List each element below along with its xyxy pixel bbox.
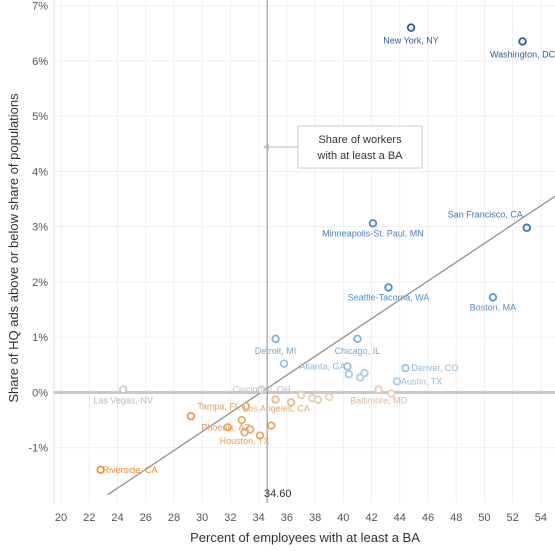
x-tick-label: 22 [83, 512, 95, 524]
point-label: Detroit, MI [255, 346, 297, 356]
data-point [223, 423, 232, 432]
data-point [353, 334, 362, 344]
data-point [241, 402, 251, 411]
data-point [518, 37, 527, 46]
point-label: San Francisco, CA [448, 210, 523, 220]
point-label: New York, NY [383, 36, 439, 46]
x-tick-label: 54 [535, 512, 547, 524]
data-point [387, 389, 396, 398]
point-label: Atlanta, GA [300, 361, 346, 371]
point-label: Riverside, CA [103, 465, 158, 475]
point-label: Minneapolis-St. Paul, MN [322, 228, 424, 238]
data-point [279, 359, 289, 368]
y-tick-label: 1% [32, 332, 48, 344]
data-point [271, 334, 280, 344]
data-point [384, 283, 393, 292]
data-point [186, 412, 196, 421]
point-label: Tampa, FL [197, 401, 240, 411]
x-tick-label: 40 [337, 512, 349, 524]
point-label: Baltimore, MD [350, 396, 408, 406]
y-tick-label: 5% [32, 111, 48, 123]
point-label: Los Angeles, CA [243, 404, 310, 414]
data-point [96, 465, 105, 475]
point-label: Chicago, IL [335, 346, 381, 356]
y-tick-label: 3% [32, 222, 48, 234]
point-label: Las Vegas, NV [93, 396, 153, 406]
data-point [267, 421, 276, 430]
x-tick-label: 34 [253, 512, 265, 524]
data-point [374, 385, 383, 394]
data-point [240, 428, 249, 437]
data-point [360, 368, 369, 378]
data-point [257, 385, 266, 394]
x-tick-label: 24 [111, 512, 123, 524]
x-tick-label: 20 [55, 512, 67, 524]
data-point [392, 377, 402, 386]
y-tick-label: 2% [32, 277, 48, 289]
point-label: Phoenix, AZ [201, 422, 250, 432]
x-tick-label: 32 [224, 512, 236, 524]
annotation-line-1: Share of workers [318, 134, 402, 146]
point-label: Seattle-Tacoma, WA [348, 292, 430, 302]
data-point [344, 370, 354, 379]
marks [96, 23, 531, 475]
data-point [237, 415, 246, 425]
data-point [313, 395, 323, 404]
grid [54, 0, 555, 503]
data-point [522, 223, 531, 232]
data-point [488, 293, 498, 302]
point-label: Cincinnati, OH [232, 385, 290, 395]
x-tick-label: 38 [309, 512, 321, 524]
y-tick-label: 0% [32, 387, 48, 399]
x-tick-label: 42 [365, 512, 377, 524]
x-tick-label: 30 [196, 512, 208, 524]
point-labels: New York, NY Washington, DC San Francisco,… [93, 36, 555, 475]
data-point [368, 219, 378, 228]
data-point [286, 398, 296, 407]
x-tick-label: 26 [140, 512, 152, 524]
data-point [406, 23, 416, 32]
data-point [296, 391, 306, 400]
x-tick-label: 50 [478, 512, 490, 524]
point-label: Houston, TX [220, 436, 270, 446]
data-point [118, 385, 128, 394]
x-tick-label: 44 [394, 512, 406, 524]
point-label: Austin, TX [401, 376, 442, 386]
y-axis-title: Share of HQ ads above or below share of … [6, 93, 21, 403]
x-tick-label: 52 [507, 512, 519, 524]
y-tick-label: 4% [32, 166, 48, 178]
data-point [255, 431, 265, 440]
annotation-line-2: with at least a BA [317, 150, 404, 162]
axes: 20 22 24 26 28 30 32 34 36 38 40 42 44 46 48 50 52 54 7% 6%… [28, 0, 555, 524]
point-label: Washington, DC [490, 49, 555, 59]
x-tick-label: 28 [168, 512, 180, 524]
data-point [343, 362, 352, 371]
x-tick-label: 46 [422, 512, 434, 524]
point-label: Denver, CO [411, 363, 458, 373]
x-axis-title: Percent of employees with at least a BA [190, 530, 420, 545]
data-point [271, 395, 280, 404]
x-tick-label: 36 [281, 512, 293, 524]
annotation-box: Share of workers with at least a BA [263, 125, 423, 169]
y-tick-label: 7% [32, 1, 48, 13]
data-point [401, 363, 410, 373]
point-label: Boston, MA [470, 302, 517, 312]
y-tick-label: 6% [32, 56, 48, 68]
reference-line-label: 34.60 [264, 488, 292, 500]
x-tick-label: 48 [450, 512, 462, 524]
data-point [324, 392, 334, 402]
y-tick-label: -1% [28, 443, 48, 455]
trend-line [107, 195, 555, 496]
